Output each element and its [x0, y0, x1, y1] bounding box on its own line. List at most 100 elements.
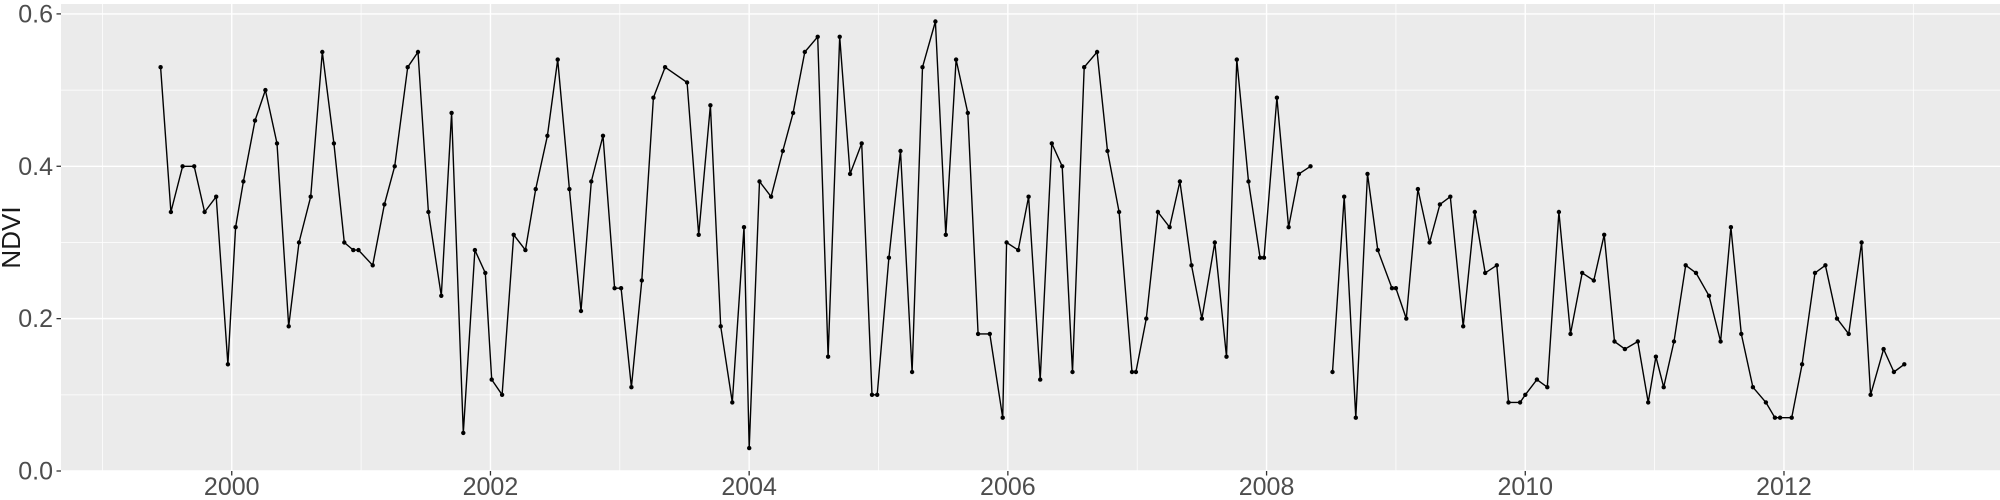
data-point — [1517, 400, 1523, 405]
data-point — [847, 171, 853, 177]
data-point — [987, 331, 992, 337]
data-point — [1189, 263, 1194, 268]
data-point — [483, 270, 488, 276]
data-point — [1437, 202, 1443, 207]
data-point — [1777, 415, 1783, 420]
data-point — [461, 430, 466, 436]
data-point — [909, 369, 915, 375]
data-point — [1049, 141, 1055, 146]
data-point — [320, 49, 325, 55]
data-point — [567, 186, 572, 192]
data-point — [618, 286, 624, 291]
data-point — [1635, 339, 1641, 344]
data-point — [370, 263, 375, 268]
data-point — [342, 240, 347, 245]
data-point — [1602, 232, 1607, 237]
data-point — [662, 65, 668, 70]
data-point — [225, 362, 231, 367]
data-point — [859, 141, 864, 146]
data-point — [1683, 263, 1688, 268]
data-point — [1612, 339, 1617, 344]
data-point — [1834, 316, 1840, 321]
data-point — [1389, 286, 1395, 291]
data-point — [1177, 179, 1183, 184]
data-point — [1580, 270, 1585, 276]
data-point — [415, 49, 421, 55]
data-point — [943, 232, 948, 237]
data-point — [747, 445, 752, 451]
data-point — [356, 247, 361, 253]
data-point — [1261, 255, 1267, 260]
data-point — [1274, 95, 1280, 100]
x-tick-label: 2000 — [204, 473, 260, 500]
data-point — [1772, 415, 1778, 420]
data-point — [1234, 57, 1240, 62]
data-point — [612, 286, 617, 291]
data-point — [1846, 331, 1851, 337]
data-point — [1427, 240, 1432, 245]
data-point — [489, 377, 494, 382]
data-point — [382, 202, 387, 207]
data-point — [286, 324, 291, 329]
data-point — [1750, 385, 1756, 390]
data-point — [449, 110, 454, 116]
data-point — [1353, 415, 1359, 420]
x-tick-label: 2008 — [1239, 473, 1295, 500]
data-point — [920, 65, 925, 70]
y-axis-title: NDVI — [0, 206, 26, 268]
data-point — [730, 400, 735, 405]
data-point — [308, 194, 313, 199]
data-point — [1763, 400, 1769, 405]
data-point — [651, 95, 656, 100]
data-point — [589, 179, 594, 184]
data-point — [1404, 316, 1409, 321]
data-point — [192, 164, 197, 169]
data-point — [405, 65, 410, 70]
data-point — [825, 354, 831, 359]
data-point — [511, 232, 516, 237]
data-point — [1812, 270, 1818, 276]
data-point — [1094, 49, 1100, 55]
series-line — [1331, 173, 1906, 419]
data-point — [1393, 286, 1399, 291]
data-point — [1286, 225, 1291, 230]
data-point — [1199, 316, 1205, 321]
data-point — [684, 80, 690, 85]
data-point — [233, 225, 238, 230]
data-point — [1568, 331, 1573, 337]
data-point — [600, 133, 606, 138]
data-point — [933, 19, 938, 24]
data-point — [629, 385, 634, 390]
data-point — [869, 392, 875, 397]
data-point — [472, 247, 478, 253]
data-point — [1902, 362, 1907, 367]
data-point — [499, 392, 505, 397]
data-point — [1212, 240, 1218, 245]
data-point — [1038, 377, 1043, 382]
data-point — [1060, 164, 1065, 169]
x-tick-label: 2012 — [1756, 473, 1812, 500]
data-point — [1523, 392, 1528, 397]
data-point — [1494, 263, 1500, 268]
data-point — [1375, 247, 1381, 253]
data-point — [975, 331, 981, 337]
data-point — [426, 209, 431, 215]
data-point — [1653, 354, 1659, 359]
data-point — [1308, 164, 1313, 169]
data-point — [1105, 148, 1110, 154]
data-point — [780, 148, 785, 154]
data-point — [1365, 171, 1370, 177]
data-point — [1330, 369, 1335, 375]
data-point — [802, 49, 807, 55]
data-point — [1082, 65, 1087, 70]
data-point — [1129, 369, 1135, 375]
y-tick-label: 0.6 — [18, 0, 53, 28]
data-point — [439, 293, 444, 298]
data-point — [1868, 392, 1873, 397]
data-point — [1483, 270, 1488, 276]
data-point — [953, 57, 959, 62]
data-point — [1591, 278, 1597, 283]
data-point — [392, 164, 397, 169]
data-point — [639, 278, 644, 283]
